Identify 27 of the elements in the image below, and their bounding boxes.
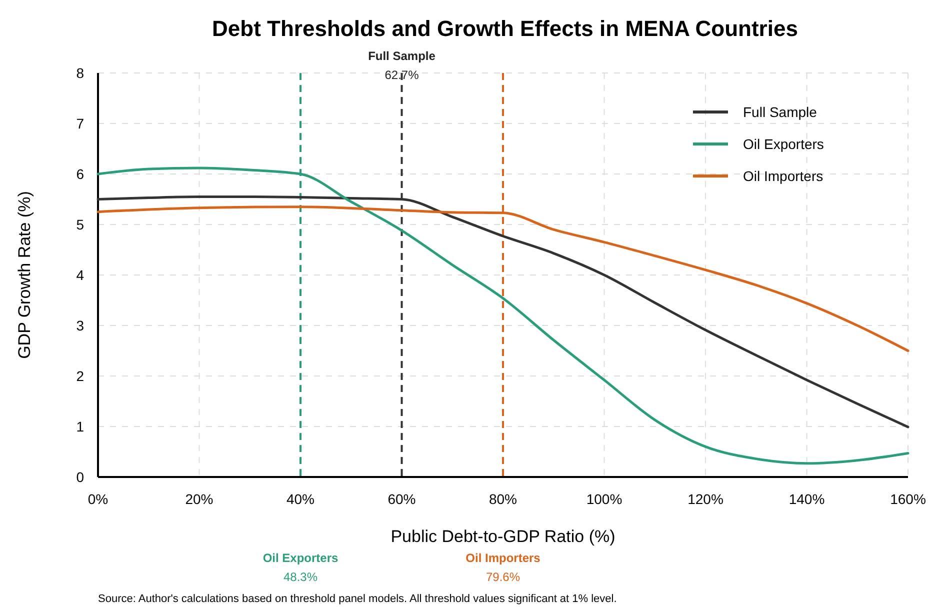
y-axis-title: GDP Growth Rate (%) xyxy=(15,191,34,359)
x-tick-label: 60% xyxy=(388,491,416,507)
x-tick-label: 160% xyxy=(890,491,926,507)
y-tick-label: 8 xyxy=(76,65,84,81)
x-tick-label: 0% xyxy=(88,491,108,507)
y-tick-label: 1 xyxy=(76,418,84,434)
legend-label: Full Sample xyxy=(743,104,818,120)
x-tick-label: 80% xyxy=(488,491,518,507)
y-tick-label: 6 xyxy=(76,166,84,182)
y-tick-label: 7 xyxy=(76,116,84,132)
y-tick-label: 2 xyxy=(76,368,84,384)
legend-label: Oil Importers xyxy=(743,168,824,184)
ref-line-label: Oil Exporters 48.3% xyxy=(262,551,339,584)
y-tick-label: 5 xyxy=(76,216,84,232)
y-tick-label: 3 xyxy=(76,318,84,334)
chart-title: Debt Thresholds and Growth Effects in MENA Countries xyxy=(212,16,798,41)
legend-label: Oil Exporters xyxy=(743,136,824,152)
x-tick-label: 40% xyxy=(286,491,315,507)
x-tick-label: 20% xyxy=(185,491,214,507)
y-tick-label: 4 xyxy=(76,267,84,283)
x-tick-label: 120% xyxy=(688,491,724,507)
x-tick-label: 100% xyxy=(586,491,622,507)
y-tick-label: 0 xyxy=(76,469,84,485)
ref-line-label: Oil Importers 79.6% xyxy=(466,551,541,584)
x-axis-title: Public Debt-to-GDP Ratio (%) xyxy=(390,527,616,546)
source-note: Source: Author's calculations based on threshold panel models. All threshold values significant at 1% level. xyxy=(98,593,617,605)
x-tick-label: 140% xyxy=(788,491,825,507)
